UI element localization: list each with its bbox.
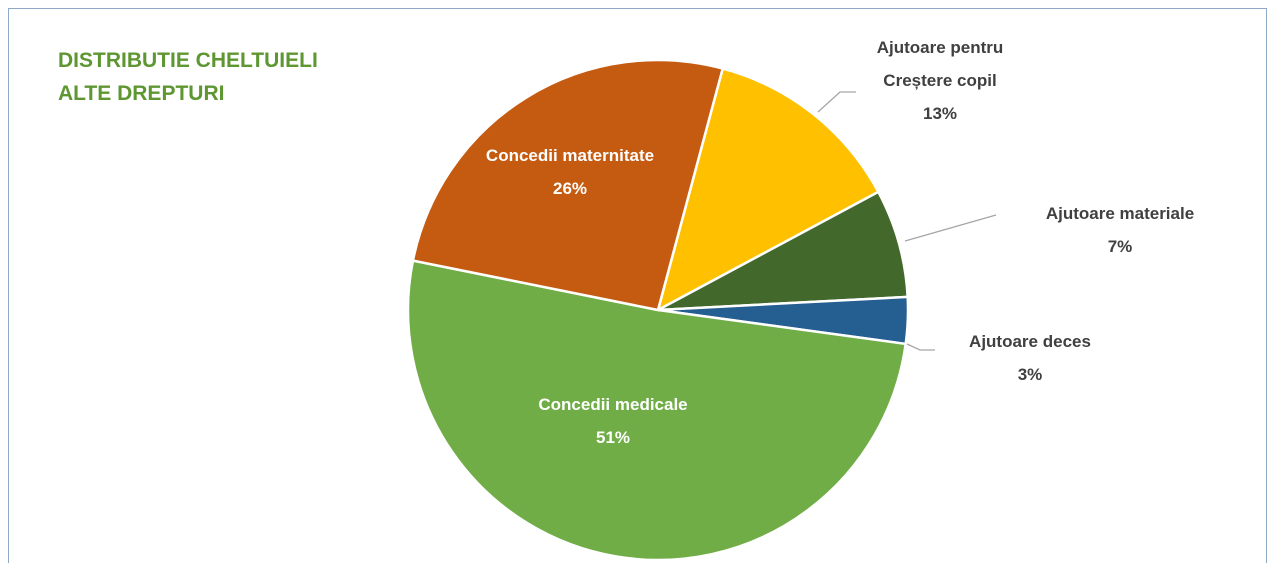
leader-line xyxy=(906,343,935,351)
value-label: 26% xyxy=(552,179,588,198)
category-label: Ajutoare pentru Creștere copil xyxy=(876,38,1004,90)
leader-line xyxy=(817,91,856,113)
pie-slice xyxy=(406,259,908,562)
pie-slice xyxy=(657,190,909,312)
data-label: Ajutoare materiale 7% xyxy=(1010,197,1230,263)
data-label: Concedii maternitate 26% xyxy=(450,139,690,205)
category-label: Ajutoare deces xyxy=(969,332,1091,351)
chart-border xyxy=(8,8,1267,563)
chart-title: DISTRIBUTIE CHELTUIELI ALTE DREPTURI xyxy=(58,49,318,105)
category-label: Concedii medicale xyxy=(538,395,688,414)
value-label: 51% xyxy=(595,428,631,447)
value-label: 3% xyxy=(1017,365,1043,384)
pie-slice xyxy=(656,66,881,313)
pie xyxy=(406,58,910,562)
data-label: Ajutoare pentru Creștere copil 13% xyxy=(850,31,1030,130)
value-label: 7% xyxy=(1107,237,1133,256)
data-label: Concedii medicale 51% xyxy=(493,388,733,454)
value-label: 13% xyxy=(922,104,958,123)
category-label: Concedii maternitate xyxy=(485,146,655,165)
leader-line xyxy=(904,214,997,242)
category-label: Ajutoare materiale xyxy=(1045,204,1195,223)
data-label: Ajutoare deces 3% xyxy=(930,325,1130,391)
pie-slice xyxy=(411,58,725,312)
